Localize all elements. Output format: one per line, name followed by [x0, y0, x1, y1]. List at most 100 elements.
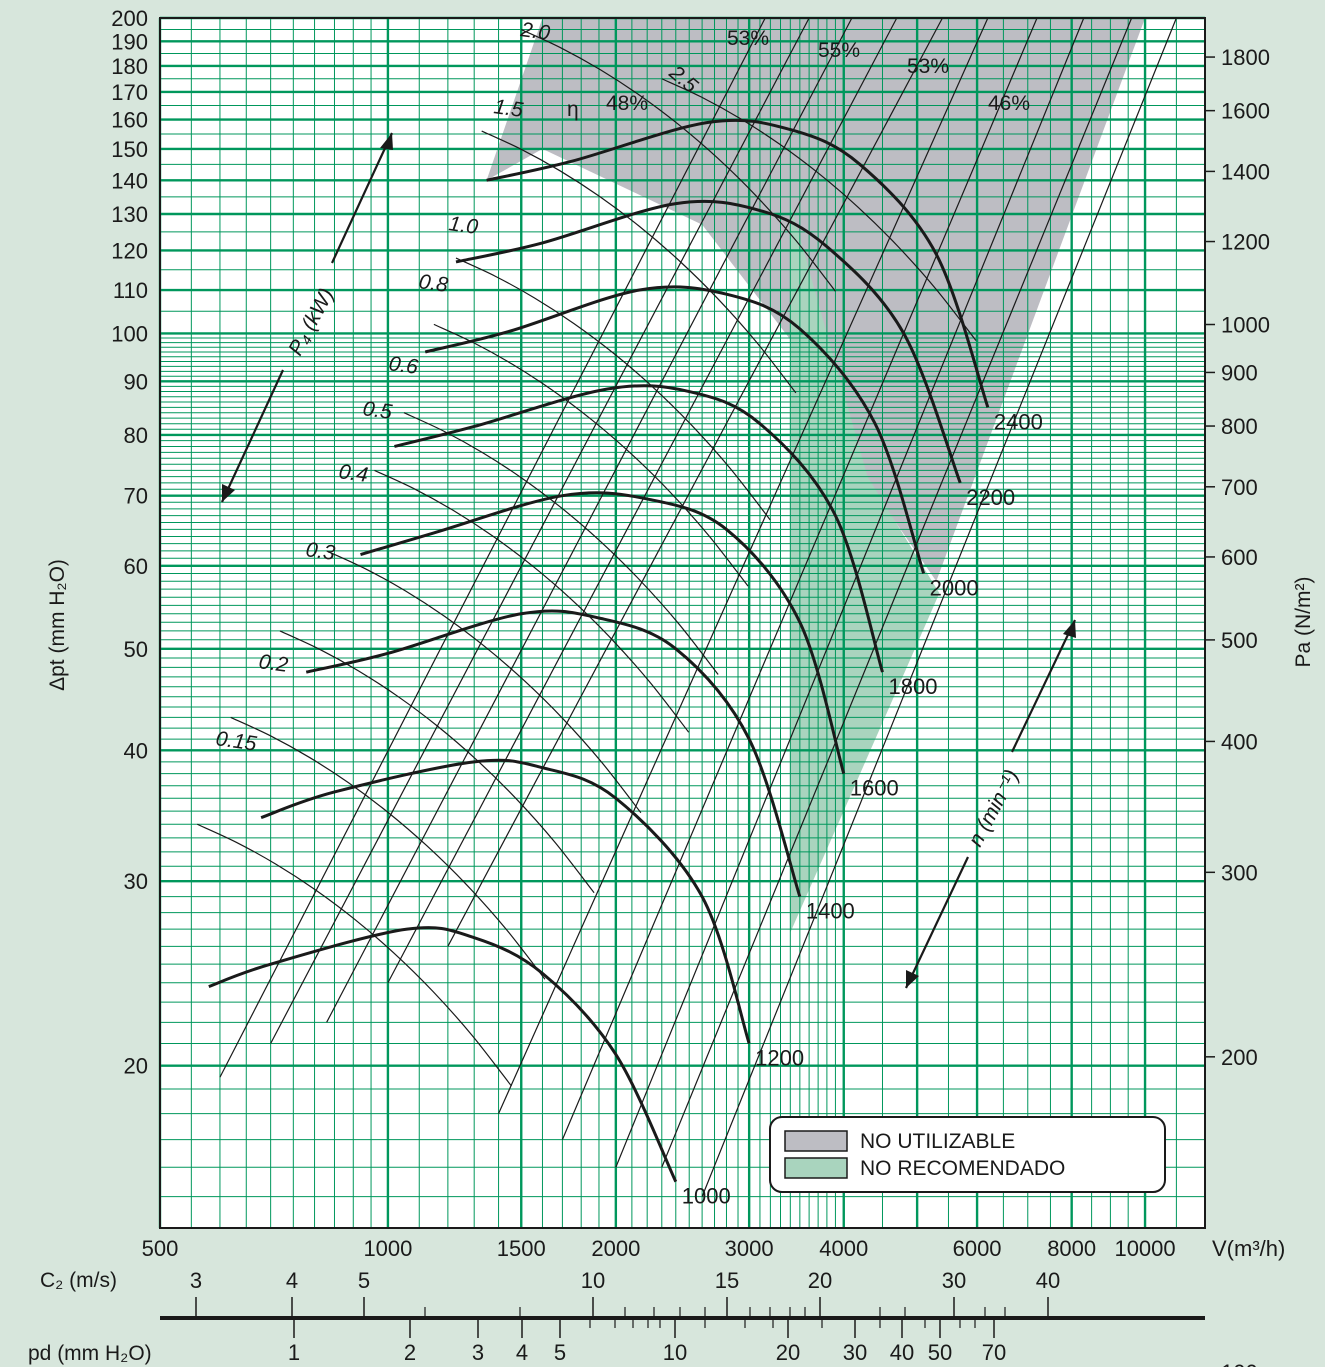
plot-frame	[159, 17, 1206, 1229]
speed-curve-1000	[208, 926, 678, 1183]
y-tick-label-right: 100	[1221, 1360, 1258, 1367]
speed-arrow-down	[905, 856, 969, 989]
power-curve	[403, 412, 719, 675]
efficiency-ray	[387, 17, 898, 984]
c2-tick-label: 10	[581, 1268, 605, 1293]
y-tick-label-right: 1000	[1221, 313, 1270, 338]
power-label: 0.2	[257, 650, 289, 677]
x-tick-label: 10000	[1114, 1236, 1175, 1261]
pd-tick-label: 10	[663, 1340, 687, 1365]
pd-tick-label: 3	[472, 1340, 484, 1365]
y-tick-label-right: 800	[1221, 414, 1258, 439]
c2-tick-label: 3	[190, 1268, 202, 1293]
efficiency-label: 53%	[907, 55, 949, 78]
x-tick-label: 4000	[819, 1236, 868, 1261]
y-tick-label-left: 60	[124, 554, 148, 579]
c2-tick-label: 5	[358, 1268, 370, 1293]
legend-swatch-no-utilizable	[784, 1130, 848, 1152]
x-tick-label: 1000	[363, 1236, 412, 1261]
power-label: 0.4	[337, 460, 369, 487]
speed-curve-label-1600: 1600	[850, 776, 899, 801]
speed-curve-label-2000: 2000	[930, 575, 979, 600]
y-tick-label-left: 170	[111, 80, 148, 105]
efficiency-ray	[270, 17, 810, 1044]
speed-curve-2200	[455, 199, 962, 484]
legend: NO UTILIZABLE NO RECOMENDADO	[769, 1116, 1166, 1193]
y-tick-label-right: 900	[1221, 360, 1258, 385]
arrow-head-icon	[906, 970, 919, 988]
power-curve	[520, 28, 836, 292]
power-arrow-up	[331, 132, 393, 264]
speed-arrow-up	[1011, 619, 1076, 753]
speed-curve-label-2200: 2200	[966, 485, 1015, 510]
pd-tick-label: 40	[890, 1340, 914, 1365]
efficiency-label: 46%	[988, 92, 1030, 115]
y-tick-label-right: 1400	[1221, 159, 1270, 184]
y-tick-label-left: 140	[111, 168, 148, 193]
speed-curve-label-2400: 2400	[994, 409, 1043, 434]
efficiency-ray	[701, 17, 1177, 1197]
legend-label-no-utilizable: NO UTILIZABLE	[860, 1130, 1015, 1153]
efficiency-ray	[219, 17, 766, 1078]
efficiency-ray	[326, 17, 853, 1023]
y-tick-label-left: 110	[113, 278, 148, 303]
x-tick-label: 6000	[953, 1236, 1002, 1261]
arrow-head-icon	[222, 484, 235, 502]
power-label: 0.6	[387, 352, 419, 379]
y-tick-label-left: 20	[124, 1054, 148, 1079]
speed-curve-1200	[260, 758, 751, 1044]
y-tick-label-right: 500	[1221, 628, 1258, 653]
y-tick-label-right: 1200	[1221, 230, 1270, 255]
pd-tick-label: 20	[776, 1340, 800, 1365]
y-tick-label-left: 40	[124, 738, 148, 763]
y-tick-label-right: 1800	[1221, 45, 1270, 70]
c2-tick-label: 4	[286, 1268, 298, 1293]
power-curve	[661, 78, 977, 341]
arrow-head-icon	[380, 133, 393, 150]
power-label: 0.15	[214, 727, 258, 756]
legend-label-no-recomendado: NO RECOMENDADO	[860, 1157, 1065, 1180]
power-curve	[326, 550, 642, 814]
power-curve	[455, 257, 771, 521]
efficiency-ray	[447, 17, 943, 947]
y-tick-label-left: 200	[111, 6, 148, 31]
y-tick-label-left: 90	[124, 369, 148, 394]
y-tick-label-left: 130	[111, 202, 148, 227]
power-curve	[481, 130, 797, 394]
speed-curve-2400	[486, 118, 990, 408]
y-tick-label-left: 50	[124, 637, 148, 662]
y-tick-label-left: 150	[111, 137, 148, 162]
y-axis-left-title: Δpt (mm H₂O)	[46, 559, 69, 691]
y-tick-label-right: 1600	[1221, 99, 1270, 124]
arrow-head-icon	[1063, 620, 1076, 638]
x-tick-label: 1500	[497, 1236, 546, 1261]
speed-curve-label-1800: 1800	[888, 674, 937, 699]
y-tick-label-left: 80	[124, 423, 148, 448]
power-arrow-down	[221, 369, 284, 503]
speed-curve-label-1200: 1200	[755, 1046, 804, 1071]
speed-curve-2000	[424, 285, 926, 574]
y-tick-label-left: 190	[111, 29, 148, 54]
pd-tick-label: 2	[404, 1340, 416, 1365]
power-curve	[197, 823, 512, 1087]
y-tick-label-right: 300	[1221, 860, 1258, 885]
c2-tick-label: 20	[808, 1268, 832, 1293]
efficiency-label: η	[567, 98, 579, 121]
speed-curve-1800	[394, 384, 884, 673]
efficiency-label: 53%	[727, 27, 769, 50]
efficiency-label: 48%	[606, 92, 648, 115]
pd-tick-label: 30	[843, 1340, 867, 1365]
speed-curve-label-1400: 1400	[806, 899, 855, 924]
power-curve	[230, 716, 546, 980]
y-tick-label-right: 400	[1221, 729, 1258, 754]
y-tick-label-left: 120	[111, 238, 148, 263]
legend-swatch-no-recomendado	[784, 1157, 848, 1179]
efficiency-ray	[561, 17, 1038, 1140]
pd-tick-label: 70	[982, 1340, 1006, 1365]
power-curve	[433, 323, 749, 587]
pd-tick-label: 50	[928, 1340, 952, 1365]
x-axis-title: V(m³/h)	[1212, 1236, 1285, 1261]
c2-tick-label: 40	[1036, 1268, 1060, 1293]
legend-box	[769, 1116, 1166, 1193]
